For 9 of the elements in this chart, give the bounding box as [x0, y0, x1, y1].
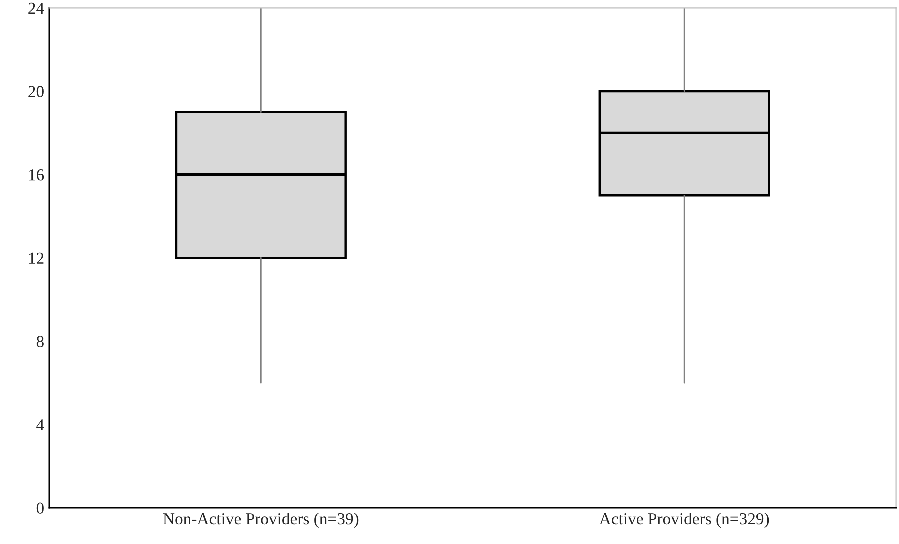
x-tick-label: Active Providers (n=329)	[600, 512, 770, 528]
x-tick-label: Non-Active Providers (n=39)	[163, 512, 359, 528]
y-tick-label: 16	[29, 170, 44, 181]
y-tick-label: 0	[36, 502, 44, 514]
y-tick-label: 20	[28, 86, 44, 98]
y-tick-label: 8	[36, 336, 44, 348]
y-tick-label: 4	[36, 420, 44, 431]
y-tick-label: 12	[29, 252, 44, 264]
y-tick-label: 24	[28, 2, 44, 14]
